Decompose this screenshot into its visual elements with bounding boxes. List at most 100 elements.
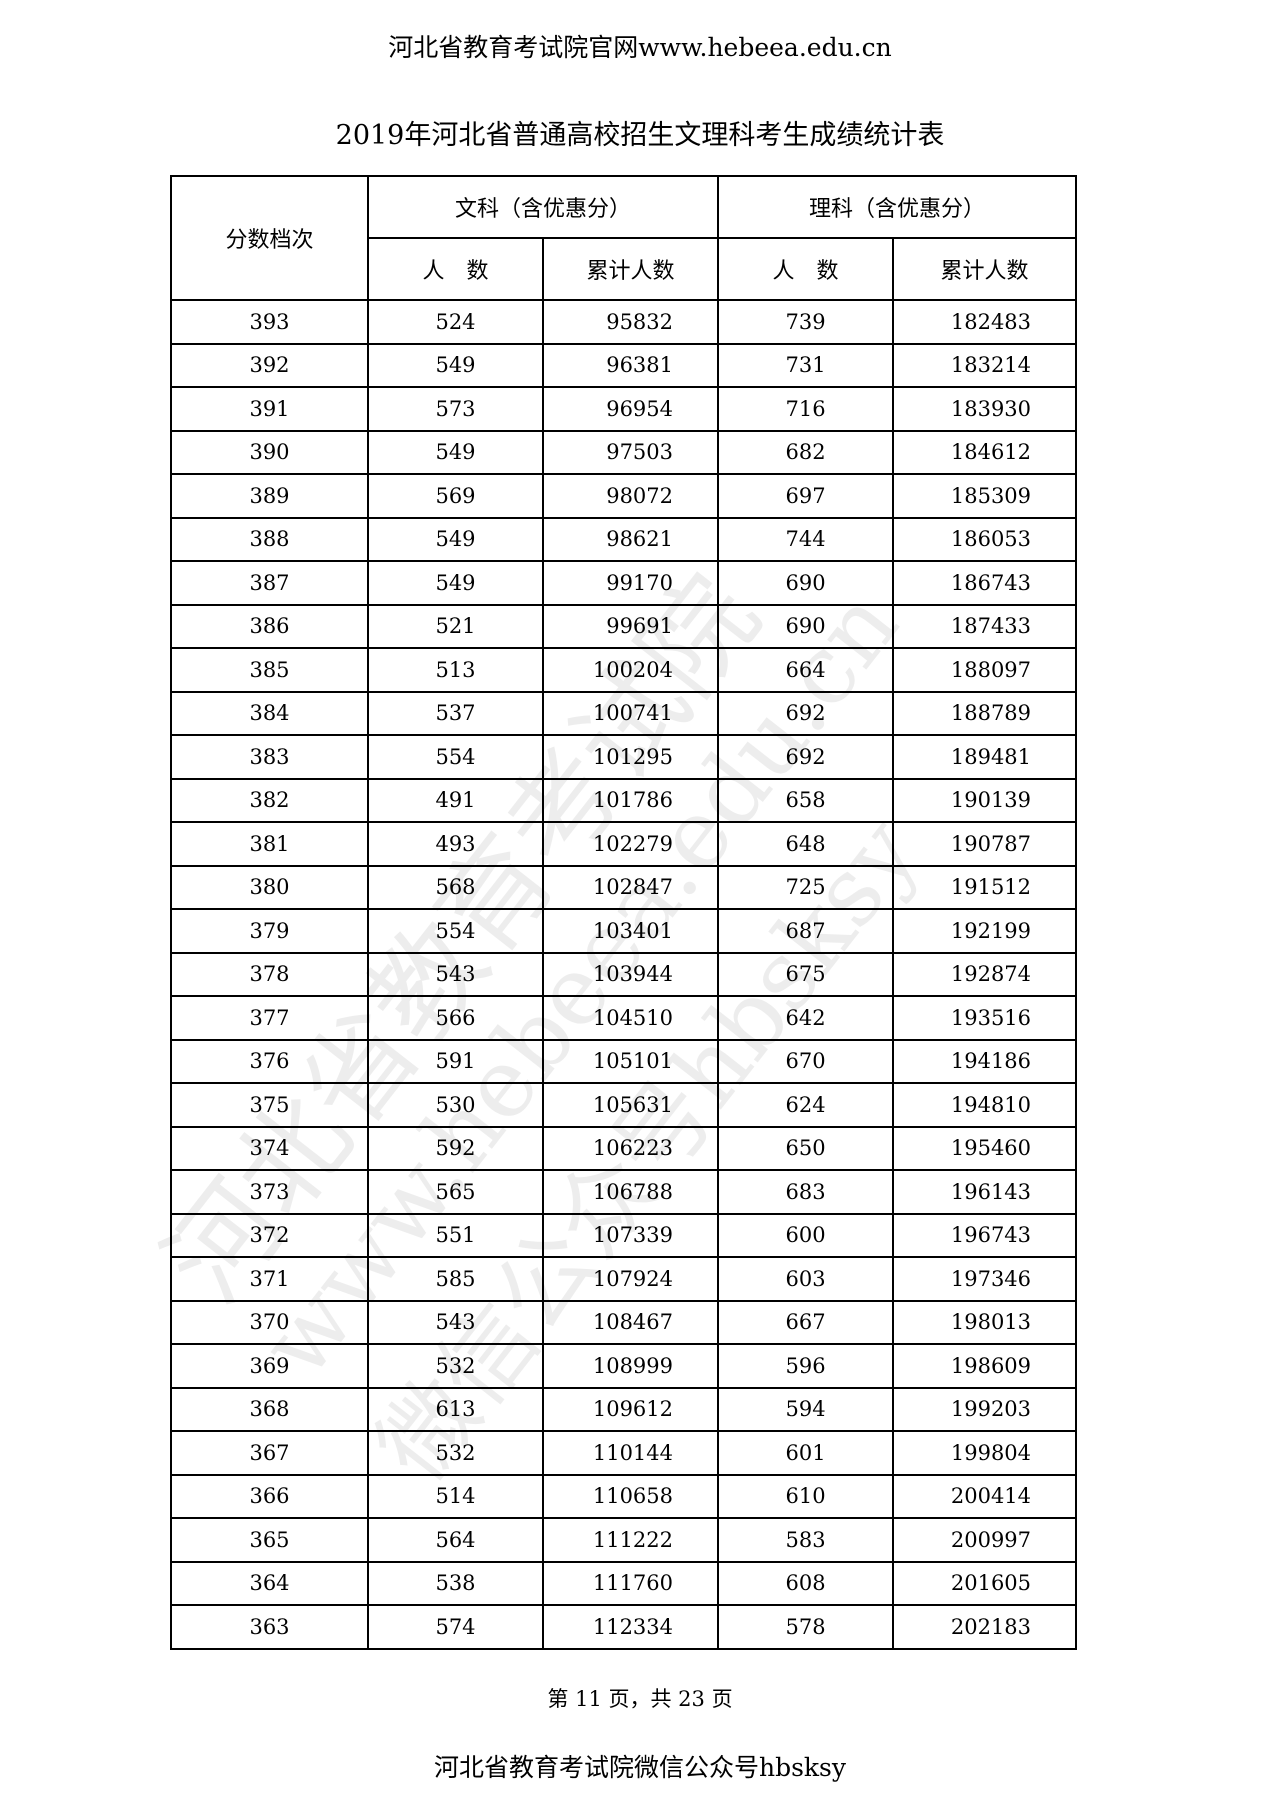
score-cell: 384 <box>170 690 369 736</box>
score-cell: 388 <box>170 516 369 562</box>
liberal-count-cell: 591 <box>367 1038 544 1084</box>
science-count-cell: 603 <box>717 1256 895 1302</box>
liberal-cumulative-cell: 108999 <box>541 1343 720 1389</box>
table-row: 381 493 102279 648 190787 <box>170 821 1078 867</box>
liberal-cumulative-cell: 99170 <box>541 560 720 606</box>
score-cell: 378 <box>170 951 369 997</box>
liberal-count-cell: 554 <box>367 734 544 780</box>
science-cumulative-cell: 188789 <box>892 690 1078 736</box>
science-count-cell: 594 <box>717 1386 895 1432</box>
score-cell: 366 <box>170 1473 369 1519</box>
score-cell: 369 <box>170 1343 369 1389</box>
science-cumulative-cell: 200414 <box>892 1473 1078 1519</box>
score-cell: 385 <box>170 647 369 693</box>
website-header: 河北省教育考试院官网www.hebeea.edu.cn <box>388 33 892 62</box>
liberal-count-cell: 530 <box>367 1082 544 1128</box>
liberal-cumulative-cell: 96381 <box>541 342 720 388</box>
science-cumulative-cell: 183930 <box>892 386 1078 432</box>
science-cumulative-cell: 184612 <box>892 429 1078 475</box>
liberal-count-cell: 538 <box>367 1560 544 1606</box>
science-count-cell: 608 <box>717 1560 895 1606</box>
science-cumulative-cell: 200997 <box>892 1517 1078 1563</box>
table-row: 374 592 106223 650 195460 <box>170 1125 1078 1171</box>
table-row: 393 524 95832 739 182483 <box>170 299 1078 345</box>
liberal-cumulative-cell: 96954 <box>541 386 720 432</box>
science-header: 理科（含优惠分） <box>717 175 1078 239</box>
science-count-cell: 658 <box>717 777 895 823</box>
score-cell: 387 <box>170 560 369 606</box>
liberal-count-cell: 613 <box>367 1386 544 1432</box>
science-count-cell: 716 <box>717 386 895 432</box>
table-row: 377 566 104510 642 193516 <box>170 995 1078 1041</box>
liberal-count-cell: 491 <box>367 777 544 823</box>
science-cumulative-header: 累计人数 <box>892 237 1078 301</box>
science-cumulative-cell: 182483 <box>892 299 1078 345</box>
score-cell: 379 <box>170 908 369 954</box>
liberal-count-cell: 569 <box>367 473 544 519</box>
table-row: 391 573 96954 716 183930 <box>170 386 1078 432</box>
score-cell: 364 <box>170 1560 369 1606</box>
science-count-cell: 692 <box>717 734 895 780</box>
score-column-header: 分数档次 <box>170 175 369 301</box>
liberal-cumulative-cell: 109612 <box>541 1386 720 1432</box>
liberal-arts-header: 文科（含优惠分） <box>366 175 720 239</box>
science-cumulative-cell: 192199 <box>892 908 1078 954</box>
liberal-cumulative-cell: 107339 <box>541 1212 720 1258</box>
science-count-cell: 670 <box>717 1038 895 1084</box>
table-row: 392 549 96381 731 183214 <box>170 342 1078 388</box>
science-cumulative-cell: 185309 <box>892 473 1078 519</box>
liberal-cumulative-cell: 103401 <box>541 908 720 954</box>
science-count-cell: 731 <box>717 342 895 388</box>
liberal-count-cell: 566 <box>367 995 544 1041</box>
liberal-cumulative-cell: 101295 <box>541 734 720 780</box>
liberal-count-cell: 554 <box>367 908 544 954</box>
science-count-cell: 583 <box>717 1517 895 1563</box>
science-cumulative-cell: 186743 <box>892 560 1078 606</box>
science-count-cell: 624 <box>717 1082 895 1128</box>
liberal-cumulative-cell: 99691 <box>541 603 720 649</box>
science-cumulative-cell: 199804 <box>892 1430 1078 1476</box>
science-cumulative-cell: 195460 <box>892 1125 1078 1171</box>
liberal-count-cell: 493 <box>367 821 544 867</box>
score-cell: 376 <box>170 1038 369 1084</box>
page-title: 2019年河北省普通高校招生文理科考生成绩统计表 <box>335 120 945 151</box>
liberal-cumulative-cell: 100204 <box>541 647 720 693</box>
table-row: 390 549 97503 682 184612 <box>170 429 1078 475</box>
liberal-cumulative-cell: 97503 <box>541 429 720 475</box>
science-count-cell: 601 <box>717 1430 895 1476</box>
table-row: 384 537 100741 692 188789 <box>170 690 1078 736</box>
score-cell: 363 <box>170 1604 369 1650</box>
score-cell: 389 <box>170 473 369 519</box>
score-cell: 380 <box>170 864 369 910</box>
science-count-cell: 744 <box>717 516 895 562</box>
science-cumulative-cell: 196143 <box>892 1169 1078 1215</box>
score-cell: 368 <box>170 1386 369 1432</box>
score-cell: 382 <box>170 777 369 823</box>
liberal-count-cell: 549 <box>367 429 544 475</box>
science-count-cell: 690 <box>717 560 895 606</box>
table-row: 387 549 99170 690 186743 <box>170 560 1078 606</box>
table-row: 388 549 98621 744 186053 <box>170 516 1078 562</box>
score-cell: 365 <box>170 1517 369 1563</box>
science-cumulative-cell: 190139 <box>892 777 1078 823</box>
liberal-count-cell: 585 <box>367 1256 544 1302</box>
science-count-cell: 683 <box>717 1169 895 1215</box>
science-cumulative-cell: 194810 <box>892 1082 1078 1128</box>
science-count-cell: 664 <box>717 647 895 693</box>
liberal-count-cell: 549 <box>367 342 544 388</box>
liberal-cumulative-cell: 107924 <box>541 1256 720 1302</box>
score-cell: 372 <box>170 1212 369 1258</box>
science-cumulative-cell: 197346 <box>892 1256 1078 1302</box>
table-row: 386 521 99691 690 187433 <box>170 603 1078 649</box>
liberal-count-cell: 565 <box>367 1169 544 1215</box>
liberal-count-cell: 551 <box>367 1212 544 1258</box>
science-count-cell: 725 <box>717 864 895 910</box>
liberal-count-cell: 521 <box>367 603 544 649</box>
page-indicator: 第 11 页，共 23 页 <box>547 1687 733 1711</box>
table-row: 367 532 110144 601 199804 <box>170 1430 1078 1476</box>
science-cumulative-cell: 192874 <box>892 951 1078 997</box>
science-count-cell: 642 <box>717 995 895 1041</box>
science-cumulative-cell: 198013 <box>892 1299 1078 1345</box>
score-statistics-table: 分数档次 文科（含优惠分） 理科（含优惠分） 人 数 累计人数 人 数 累计人数… <box>170 175 1078 1650</box>
score-cell: 383 <box>170 734 369 780</box>
